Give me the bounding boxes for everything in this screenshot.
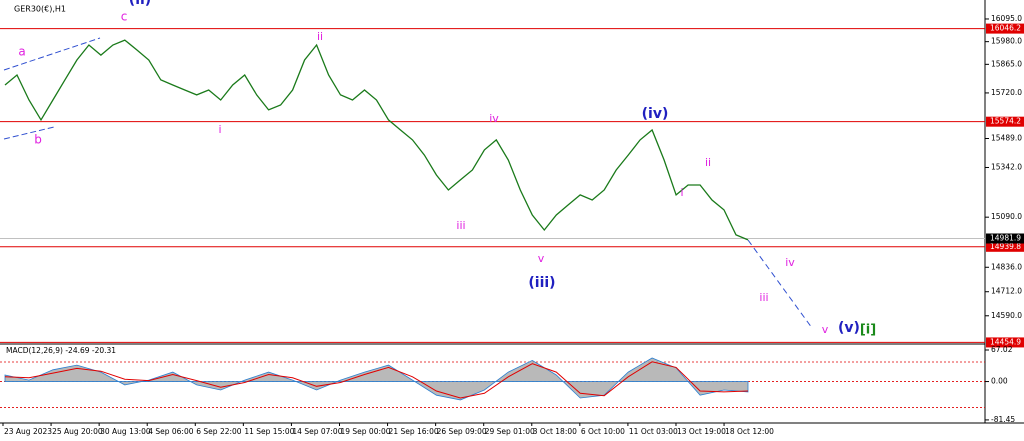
wave-label: iii bbox=[456, 219, 465, 232]
level-label: 14939.8 bbox=[990, 242, 1021, 251]
wave-label: (iv) bbox=[642, 106, 669, 122]
x-tick-label: 3 Oct 18:00 bbox=[533, 427, 577, 436]
wave-label: i bbox=[680, 186, 683, 199]
x-tick-label: 11 Oct 03:00 bbox=[629, 427, 678, 436]
trendline bbox=[3, 37, 101, 71]
x-tick-label: 29 Sep 01:00 bbox=[485, 427, 535, 436]
x-tick-label: 30 Aug 13:00 bbox=[100, 427, 151, 436]
projection-line bbox=[747, 239, 813, 329]
wave-label: v bbox=[538, 252, 545, 265]
level-label: 15574.2 bbox=[990, 117, 1021, 126]
y-tick-label: 15489.0 bbox=[991, 133, 1022, 142]
y-tick-label: 14590.0 bbox=[991, 311, 1022, 320]
x-tick-label: 6 Oct 10:00 bbox=[581, 427, 625, 436]
y-tick-label: 14712.0 bbox=[991, 287, 1022, 296]
level-label: 14454.9 bbox=[990, 337, 1021, 346]
y-tick-label: 67.02 bbox=[991, 345, 1013, 354]
x-tick-label: 18 Oct 12:00 bbox=[725, 427, 774, 436]
macd-title: MACD(12,26,9) -24.69 -20.31 bbox=[6, 346, 116, 355]
y-tick-label: 16095.0 bbox=[991, 14, 1022, 23]
level-tag bbox=[986, 337, 1024, 348]
wave-label: iv bbox=[785, 256, 795, 269]
y-tick-label: 15342.0 bbox=[991, 162, 1022, 171]
x-tick-label: 21 Sep 16:00 bbox=[389, 427, 439, 436]
y-tick-label: -81.45 bbox=[991, 415, 1015, 424]
wave-label: ii bbox=[705, 156, 711, 169]
x-tick-label: 26 Sep 09:00 bbox=[437, 427, 487, 436]
x-tick-label: 14 Sep 07:00 bbox=[292, 427, 342, 436]
wave-label: iii bbox=[759, 291, 768, 304]
y-tick-label: 14836.0 bbox=[991, 262, 1022, 271]
wave-label: (ii) bbox=[129, 0, 151, 8]
macd-signal bbox=[4, 361, 749, 399]
wave-label: a bbox=[18, 45, 25, 59]
wave-label: c bbox=[121, 10, 128, 24]
wave-label: v bbox=[822, 323, 829, 336]
wave-label: b bbox=[34, 133, 42, 147]
x-tick-label: 4 Sep 06:00 bbox=[148, 427, 194, 436]
level-tag bbox=[986, 23, 1024, 34]
x-tick-label: 25 Aug 20:00 bbox=[52, 427, 103, 436]
macd-histogram bbox=[4, 357, 749, 401]
x-tick-label: 23 Aug 2023 bbox=[4, 427, 52, 436]
wave-label: iv bbox=[489, 112, 499, 125]
current-price-tag bbox=[986, 233, 1024, 244]
wave-label: (v) bbox=[838, 320, 860, 336]
level-label: 16046.2 bbox=[990, 24, 1021, 33]
current-price-label: 14981.9 bbox=[990, 233, 1021, 242]
x-tick-label: 13 Oct 19:00 bbox=[677, 427, 726, 436]
x-tick-label: 6 Sep 22:00 bbox=[196, 427, 242, 436]
wave-label: i bbox=[218, 123, 221, 136]
level-tag bbox=[986, 116, 1024, 127]
wave-label: [i] bbox=[860, 323, 876, 338]
y-tick-label: 15720.0 bbox=[991, 88, 1022, 97]
level-tag bbox=[986, 241, 1024, 252]
y-tick-label: 0.00 bbox=[991, 377, 1008, 386]
x-tick-label: 19 Sep 00:00 bbox=[340, 427, 390, 436]
x-tick-label: 11 Sep 15:00 bbox=[244, 427, 294, 436]
wave-label: ii bbox=[317, 30, 323, 43]
y-tick-label: 15090.0 bbox=[991, 212, 1022, 221]
chart-title: GER30(€),H1 bbox=[14, 5, 66, 14]
y-tick-label: 15865.0 bbox=[991, 59, 1022, 68]
wave-label: (iii) bbox=[528, 275, 555, 291]
price-line bbox=[4, 39, 749, 241]
y-tick-label: 15980.0 bbox=[991, 37, 1022, 46]
